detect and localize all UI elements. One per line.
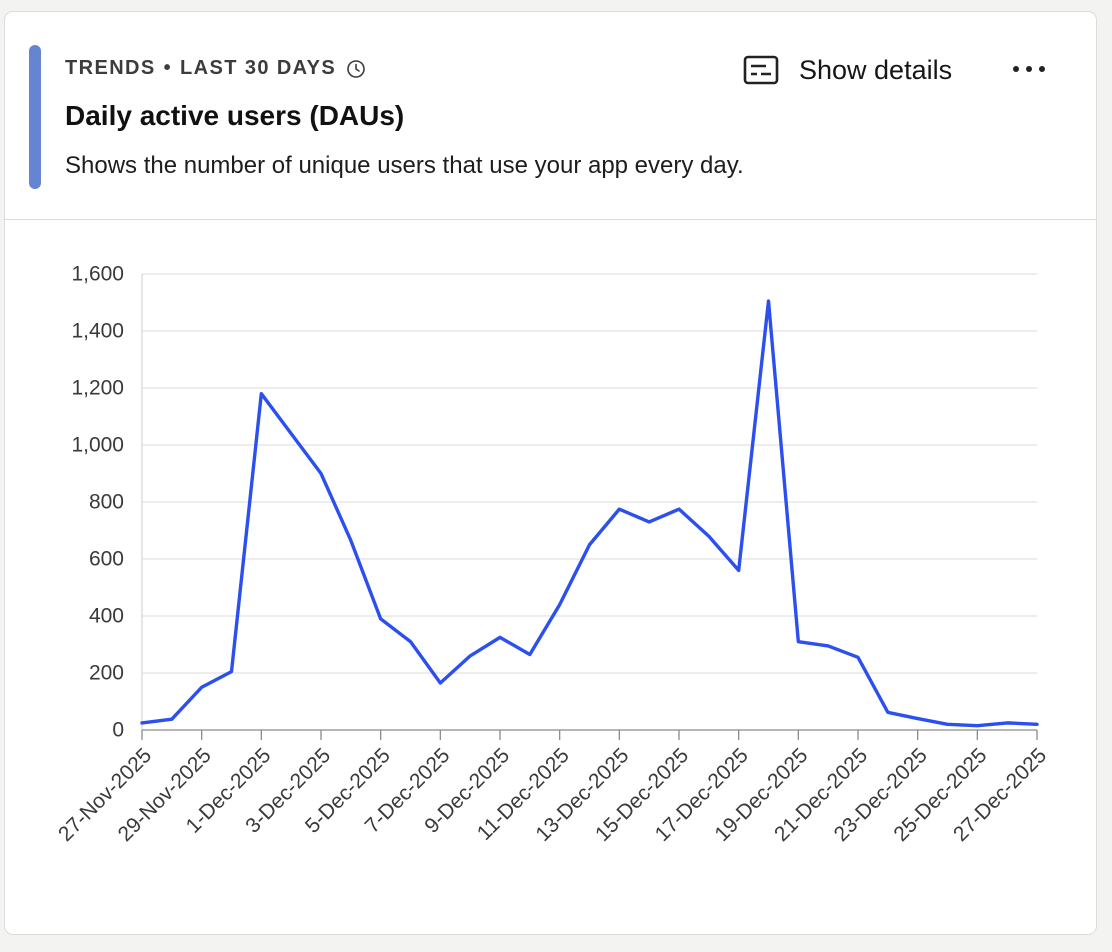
data-point [975,724,979,728]
data-point [737,568,741,572]
show-details-label: Show details [799,54,953,85]
y-tick-label: 1,600 [71,263,124,286]
data-point [916,717,920,721]
kicker-range: LAST 30 DAYS [180,57,337,79]
y-tick-label: 800 [89,491,124,514]
card-title: Daily active users (DAUs) [65,100,405,131]
data-point [468,654,472,658]
y-tick-label: 200 [89,662,124,685]
kicker-separator: • [163,57,173,79]
dau-line-chart: 02004006008001,0001,2001,4001,60027-Nov-… [54,263,1051,846]
chart-area: 0 200 400 600 800 1,000 1,200 1,400 1,600 27-Nov-… [5,220,1096,934]
clock-icon [346,59,366,79]
data-point [677,507,681,511]
data-point [319,472,323,476]
y-tick-label: 400 [89,605,124,628]
data-point [200,685,204,689]
data-point [498,635,502,639]
data-point [1005,721,1009,725]
y-tick-label: 1,000 [71,434,124,457]
data-point [409,640,413,644]
data-point [826,644,830,648]
y-tick-label: 1,200 [71,377,124,400]
dau-series-line [140,299,1039,728]
y-tick-label: 0 [112,719,124,742]
show-details-button[interactable]: Show details [743,50,952,90]
data-point [140,721,144,725]
card-description: Shows the number of unique users that us… [65,152,744,179]
data-point [647,520,651,524]
data-point [170,717,174,721]
data-point [438,681,442,685]
y-tick-label: 1,400 [71,320,124,343]
data-point [349,538,353,542]
data-point [617,507,621,511]
data-point [796,640,800,644]
data-point [259,392,263,396]
data-point [379,617,383,621]
more-options-button[interactable] [1005,54,1053,84]
card-header: TRENDS • LAST 30 DAYS Daily active users… [5,12,1096,220]
data-point [1035,722,1039,726]
caption-icon [743,55,779,85]
data-point [856,655,860,659]
data-point [230,670,234,674]
kicker-section: TRENDS [65,57,156,79]
data-point [528,652,532,656]
data-point [558,603,562,607]
data-point [707,534,711,538]
data-point [588,543,592,547]
card-kicker: TRENDS • LAST 30 DAYS [65,57,366,80]
accent-bar [29,45,41,189]
data-point [886,710,890,714]
data-point [946,722,950,726]
y-tick-label: 600 [89,548,124,571]
data-point [289,432,293,436]
dau-card: TRENDS • LAST 30 DAYS Daily active users… [4,11,1097,935]
data-point [767,299,771,303]
ellipsis-icon [1013,66,1045,72]
